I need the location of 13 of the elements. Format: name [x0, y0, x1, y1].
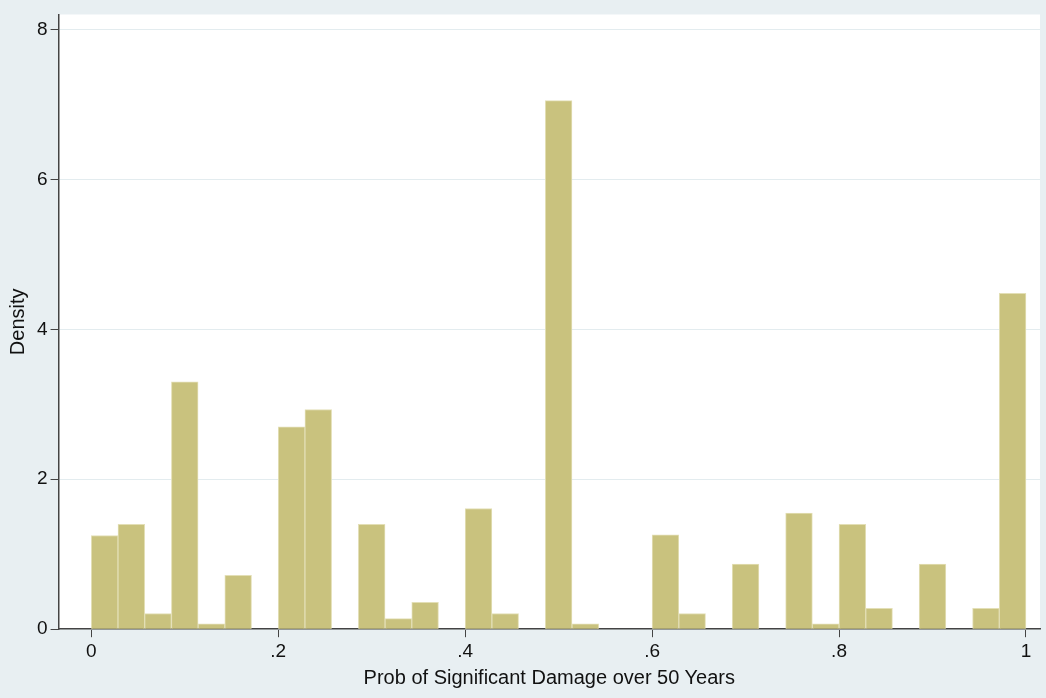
- x-tick-label: 0: [85, 639, 97, 661]
- x-tick-label: .4: [457, 639, 474, 661]
- y-tick-label: 4: [36, 317, 48, 339]
- x-tick-label: .2: [270, 639, 287, 661]
- x-tick-label: .6: [644, 639, 661, 661]
- y-axis-title: Density: [5, 288, 28, 356]
- y-tick-label: 8: [36, 17, 48, 39]
- y-tick-label: 6: [36, 167, 48, 189]
- x-axis-title: Prob of Significant Damage over 50 Years: [363, 665, 735, 688]
- y-tick-label: 2: [36, 467, 48, 489]
- x-tick-label: 1: [1020, 639, 1032, 661]
- x-tick-label: .8: [831, 639, 847, 661]
- y-tick-label: 0: [36, 617, 48, 639]
